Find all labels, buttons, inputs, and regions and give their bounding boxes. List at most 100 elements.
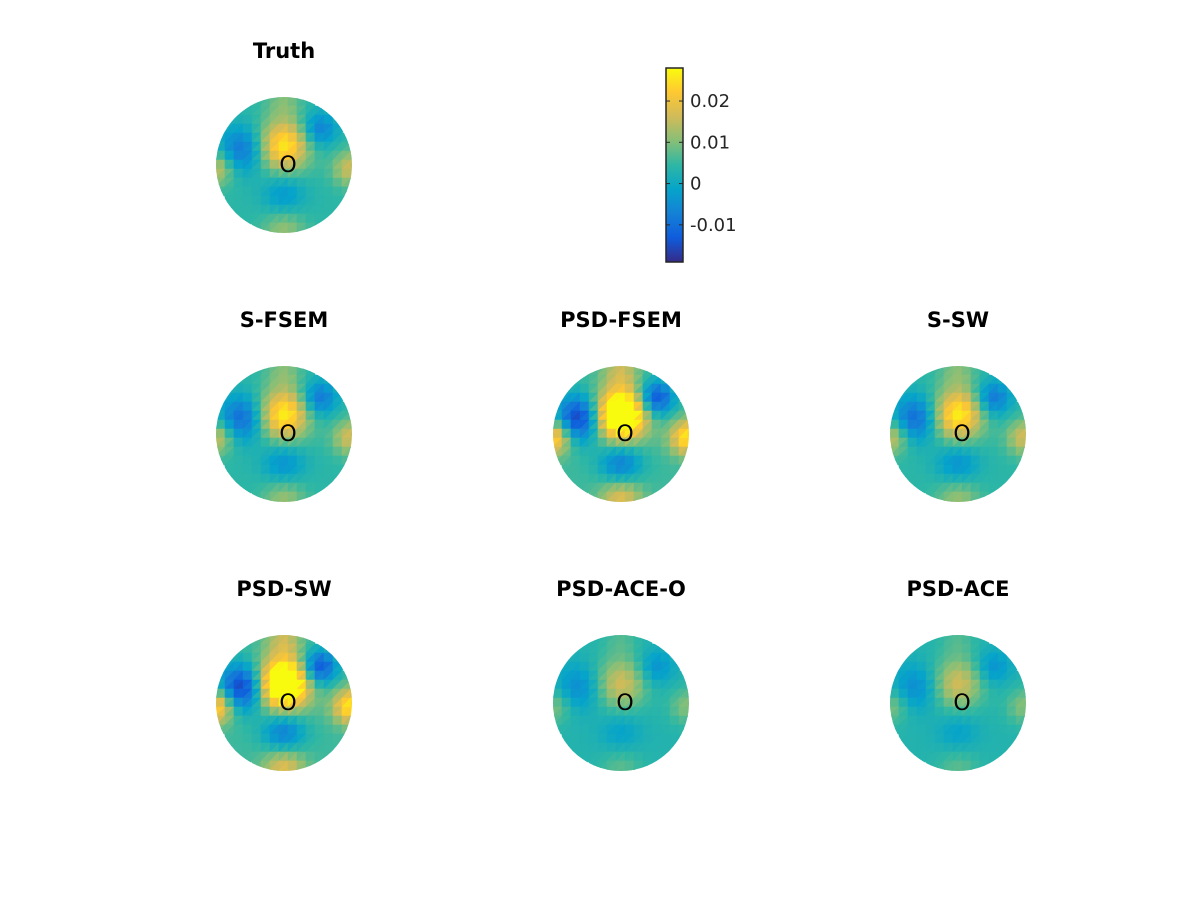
surface-facet <box>678 661 689 672</box>
surface-facet <box>314 491 325 502</box>
surface-facet <box>1024 437 1026 448</box>
surface-facet <box>350 150 352 161</box>
surface-facet <box>350 697 352 708</box>
surface-facet <box>1024 428 1026 439</box>
surface-facet <box>323 105 334 116</box>
surface-facet <box>890 401 900 412</box>
surface-facet <box>997 643 1008 654</box>
surface-facet <box>251 635 262 645</box>
surface-facet <box>1024 446 1026 457</box>
panel-1: S-FSEM O <box>216 308 352 502</box>
surface-facet <box>997 751 1008 762</box>
surface-facet <box>242 366 253 376</box>
surface-facet <box>287 500 298 502</box>
panel-title: PSD-ACE-O <box>556 577 686 601</box>
panel-title: PSD-ACE <box>906 577 1009 601</box>
surface-facet <box>660 374 671 385</box>
surface-facet <box>242 222 253 233</box>
panel-title: PSD-SW <box>236 577 331 601</box>
surface-facet <box>1024 419 1026 430</box>
surface-facet <box>269 769 280 771</box>
surface-facet <box>224 383 235 394</box>
surface-facet <box>952 500 963 502</box>
surface-facet <box>669 742 680 753</box>
surface-facet <box>251 366 262 376</box>
surface-facet <box>669 473 680 484</box>
surface-facet <box>216 392 226 403</box>
surface-facet <box>678 733 689 744</box>
origin-marker: O <box>279 691 296 716</box>
surface-facet <box>350 446 352 457</box>
surface-facet <box>916 760 927 771</box>
surface-facet <box>350 177 352 188</box>
surface-facet <box>1015 464 1026 475</box>
surface-facet <box>687 419 689 430</box>
panel-title: Truth <box>253 39 315 63</box>
sphere-surface <box>216 635 352 771</box>
colorbar-tick-label: 0.02 <box>690 91 730 112</box>
surface-facet <box>242 760 253 771</box>
surface-facet <box>606 769 617 771</box>
panel-title: S-SW <box>927 308 989 332</box>
surface-facet <box>341 661 352 672</box>
origin-marker: O <box>616 691 633 716</box>
surface-facet <box>1024 697 1026 708</box>
surface-facet <box>970 500 981 502</box>
surface-facet <box>323 643 334 654</box>
surface-facet <box>1015 392 1026 403</box>
surface-facet <box>606 500 617 502</box>
surface-facet <box>890 392 900 403</box>
surface-facet <box>898 652 909 663</box>
surface-facet <box>660 482 671 493</box>
origin-marker: O <box>279 422 296 447</box>
colorbar-tick-label: 0 <box>690 174 701 195</box>
surface-facet <box>687 446 689 457</box>
surface-facet <box>251 97 262 107</box>
surface-facet <box>916 366 927 376</box>
surface-facet <box>898 383 909 394</box>
surface-facet <box>898 742 909 753</box>
surface-facet <box>687 706 689 717</box>
surface-facet <box>687 437 689 448</box>
surface-facet <box>561 473 572 484</box>
surface-facet <box>242 491 253 502</box>
surface-facet <box>890 670 900 681</box>
surface-facet <box>633 500 644 502</box>
surface-facet <box>332 204 343 215</box>
origin-marker: O <box>953 422 970 447</box>
surface-facet <box>233 374 244 385</box>
surface-facet <box>553 392 563 403</box>
surface-facet <box>269 231 280 233</box>
surface-facet <box>943 500 954 502</box>
surface-facet <box>224 652 235 663</box>
surface-facet <box>287 769 298 771</box>
surface-facet <box>678 392 689 403</box>
surface-facet <box>561 652 572 663</box>
surface-facet <box>588 635 599 645</box>
surface-facet <box>350 159 352 170</box>
colorbar: 0.02 0.01 0 -0.01 <box>665 67 737 263</box>
surface-facet <box>561 742 572 753</box>
surface-facet <box>678 464 689 475</box>
surface-facet <box>216 661 226 672</box>
surface-facet <box>1006 473 1017 484</box>
surface-facet <box>579 491 590 502</box>
surface-facet <box>314 760 325 771</box>
surface-facet <box>579 366 590 376</box>
surface-facet <box>1024 715 1026 726</box>
surface-facet <box>332 742 343 753</box>
sphere-surface <box>553 635 689 771</box>
surface-facet <box>553 661 563 672</box>
surface-facet <box>296 769 307 771</box>
origin-marker: O <box>953 691 970 716</box>
surface-facet <box>660 643 671 654</box>
surface-facet <box>898 473 909 484</box>
surface-facet <box>323 482 334 493</box>
surface-facet <box>624 500 635 502</box>
surface-facet <box>687 428 689 439</box>
surface-facet <box>579 760 590 771</box>
surface-facet <box>1006 742 1017 753</box>
surface-facet <box>1015 733 1026 744</box>
surface-facet <box>925 635 936 645</box>
